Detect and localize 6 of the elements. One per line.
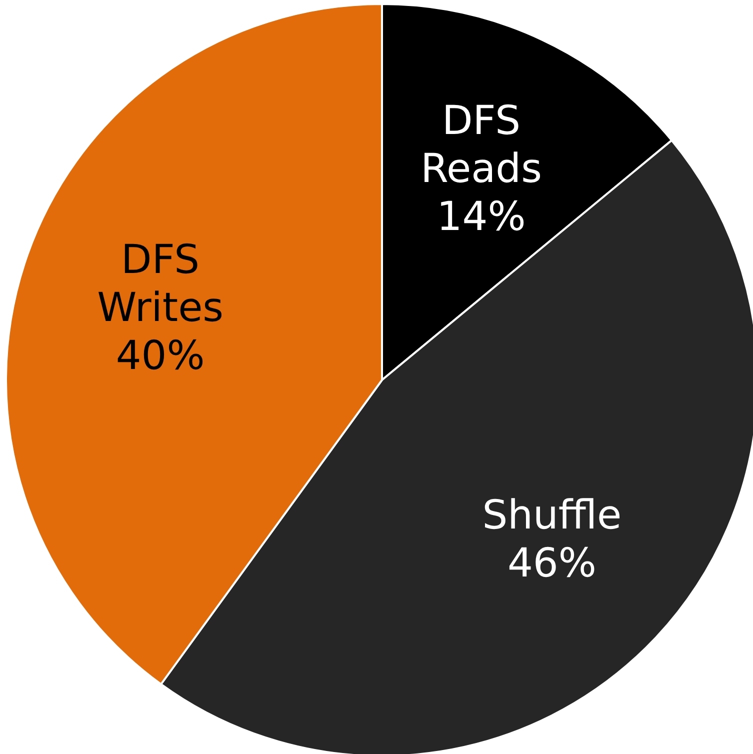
slice-label: DFS Writes [97,236,224,331]
slice-label: DFS Reads [420,98,542,192]
data-label: 46% [507,540,596,587]
slice-label: Shuffle [482,492,622,539]
data-label: 40% [116,332,205,379]
data-label: 14% [436,194,526,240]
